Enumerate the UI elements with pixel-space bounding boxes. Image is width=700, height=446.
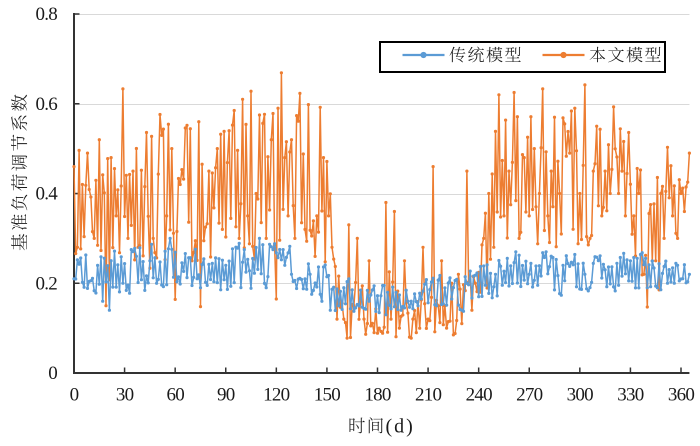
svg-text:300: 300 bbox=[567, 385, 594, 406]
svg-text:0.6: 0.6 bbox=[36, 94, 58, 115]
svg-text:330: 330 bbox=[617, 385, 644, 406]
svg-text:0.8: 0.8 bbox=[36, 4, 58, 25]
svg-text:0: 0 bbox=[48, 363, 57, 384]
svg-text:0: 0 bbox=[70, 385, 79, 406]
svg-text:60: 60 bbox=[166, 385, 184, 406]
svg-text:0.2: 0.2 bbox=[36, 273, 58, 294]
svg-text:90: 90 bbox=[217, 385, 235, 406]
svg-text:210: 210 bbox=[415, 385, 442, 406]
svg-text:180: 180 bbox=[364, 385, 391, 406]
svg-text:(d): (d) bbox=[386, 416, 415, 438]
svg-text:270: 270 bbox=[516, 385, 543, 406]
svg-text:240: 240 bbox=[466, 385, 493, 406]
svg-text:30: 30 bbox=[116, 385, 134, 406]
svg-text:150: 150 bbox=[314, 385, 341, 406]
svg-text:0.4: 0.4 bbox=[36, 184, 59, 205]
svg-text:120: 120 bbox=[263, 385, 290, 406]
svg-text:360: 360 bbox=[668, 385, 695, 406]
